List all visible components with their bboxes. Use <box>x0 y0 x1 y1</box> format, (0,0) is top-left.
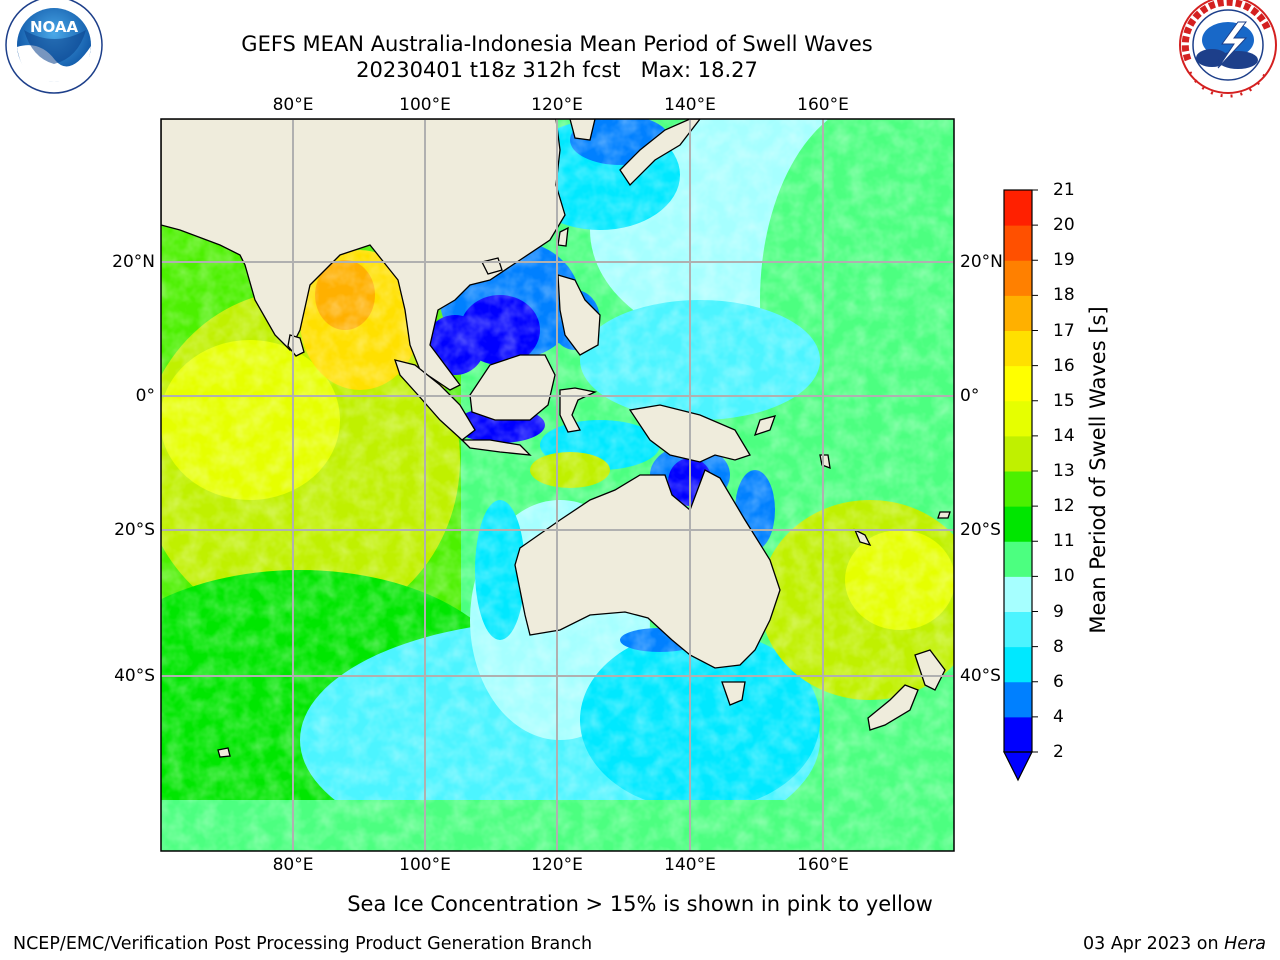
lon-tick-bottom: 120°E <box>531 855 583 875</box>
graticule <box>161 119 954 851</box>
colorbar-tick-label: 8 <box>1053 636 1064 657</box>
colorbar-tick-label: 13 <box>1053 461 1075 481</box>
footer-date: 03 Apr 2023 on Hera <box>1083 933 1266 955</box>
colorbar-segment <box>1004 295 1032 331</box>
footer-credit: NCEP/EMC/Verification Post Processing Pr… <box>13 934 593 954</box>
colorbar-segment <box>1004 435 1032 472</box>
colorbar-segment <box>1004 190 1032 226</box>
colorbar-tick-label: 4 <box>1053 706 1064 727</box>
lon-tick-top: 100°E <box>399 95 451 115</box>
colorbar-tick-label: 11 <box>1053 531 1075 552</box>
colorbar-segment <box>1004 330 1032 367</box>
chart-subtitle: 20230401 t18z 312h fcst Max: 18.27 <box>356 58 758 82</box>
colorbar-tick-label: 15 <box>1053 390 1075 411</box>
sea-ice-note: Sea Ice Concentration > 15% is shown in … <box>347 892 933 916</box>
colorbar-segment <box>1004 716 1032 753</box>
lat-tick-left: 0° <box>135 386 155 406</box>
lat-tick-right: 0° <box>960 386 980 406</box>
colorbar-tick-label: 17 <box>1053 320 1075 341</box>
colorbar-extend-arrow <box>1003 751 1033 782</box>
colorbar-tick-label: 16 <box>1053 355 1075 376</box>
lat-tick-right: 20°S <box>960 520 1001 540</box>
lon-tick-bottom: 80°E <box>272 855 314 875</box>
colorbar-tick-label: 20 <box>1053 215 1075 236</box>
svg-text:NOAA: NOAA <box>30 18 79 36</box>
lon-tick-top: 160°E <box>797 95 849 115</box>
lat-tick-left: 20°N <box>112 252 155 272</box>
land-masses <box>161 119 951 758</box>
colorbar-tick-label: 19 <box>1053 250 1075 271</box>
lon-tick-bottom: 100°E <box>399 855 451 875</box>
lat-tick-right: 20°N <box>960 252 1003 272</box>
lon-tick-top: 120°E <box>531 95 583 115</box>
lon-tick-bottom: 140°E <box>664 855 716 875</box>
colorbar-tick-label: 6 <box>1053 671 1064 692</box>
lon-tick-bottom: 160°E <box>797 855 849 875</box>
noaa-logo: NOAA <box>5 0 103 94</box>
colorbar-tick-label: 10 <box>1053 566 1075 587</box>
lat-tick-left: 20°S <box>114 520 155 540</box>
colorbar-segment <box>1004 471 1032 507</box>
national-weather-service-logo <box>1179 0 1277 98</box>
colorbar-segment <box>1004 646 1032 683</box>
colorbar-segment <box>1004 541 1032 577</box>
colorbar-tick-label: 12 <box>1053 496 1075 517</box>
swell-period-field <box>161 119 954 851</box>
chart-title: GEFS MEAN Australia-Indonesia Mean Perio… <box>241 32 873 56</box>
colorbar-segment <box>1004 681 1032 718</box>
colorbar-tick-label: 14 <box>1053 425 1075 446</box>
map-frame <box>160 118 955 852</box>
colorbar-tick-label: 2 <box>1053 742 1064 762</box>
colorbar-tick-label: 9 <box>1053 601 1064 622</box>
colorbar-segment <box>1004 260 1032 296</box>
lon-tick-top: 140°E <box>664 95 716 115</box>
colorbar-segment <box>1004 225 1032 261</box>
colorbar-segment <box>1004 506 1032 542</box>
lat-tick-left: 40°S <box>114 666 155 686</box>
colorbar <box>1003 189 1038 782</box>
colorbar-label: Mean Period of Swell Waves [s] <box>1086 306 1110 634</box>
colorbar-segment <box>1004 576 1032 612</box>
colorbar-segment <box>1004 400 1032 437</box>
lon-tick-top: 80°E <box>272 95 314 115</box>
footer-machine: Hera <box>1224 934 1266 954</box>
colorbar-tick-label: 18 <box>1053 285 1075 306</box>
footer-date-text: 03 Apr 2023 on <box>1083 934 1225 954</box>
colorbar-tick-label: 21 <box>1053 180 1075 200</box>
lat-tick-right: 40°S <box>960 666 1001 686</box>
colorbar-segment <box>1004 365 1032 402</box>
colorbar-segment <box>1004 611 1032 648</box>
